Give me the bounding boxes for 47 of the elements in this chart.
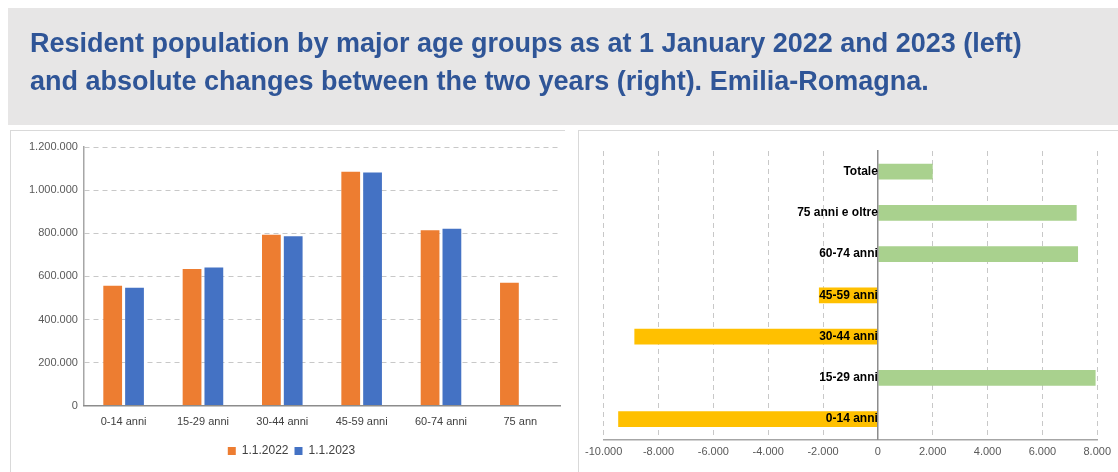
x-tick-label: -8.000 [642,445,675,458]
bar [103,285,123,406]
x-tick-label: 6.000 [1028,445,1057,458]
x-tick-label: -2.000 [807,445,839,458]
y-tick-label: 400.000 [38,312,78,325]
bar [500,282,519,406]
chart-title: Resident population by major age groups as at 1 January 2022 and 2023 (left) and absolute changes between the two years (right). Emilia-Romagna. [30,27,1023,98]
y-tick-label: 45-59 anni [819,287,878,302]
x-tick-label: -6.000 [697,445,729,458]
y-tick-label: Totale [843,163,879,178]
bar [363,172,382,406]
y-tick-label: 60-74 anni [819,246,878,261]
x-tick-label: 75 ann [503,415,538,428]
bar [618,411,878,428]
bar [442,228,462,406]
bar [878,163,933,180]
legend-label: 1.1.2022 [241,443,289,458]
x-tick-label: -4.000 [752,445,784,458]
x-tick-label: 45-59 anni [335,415,388,428]
y-tick-label: 800.000 [38,226,78,239]
bar [341,171,361,406]
bar [204,267,224,406]
y-tick-label: 1.000.000 [29,183,78,196]
x-tick-label: 15-29 anni [176,415,229,428]
bar [878,370,1096,386]
x-tick-label: 0-14 anni [100,415,147,428]
y-tick-label: 200.000 [38,355,78,368]
bar [878,205,1077,221]
y-tick-label: 0 [71,398,78,411]
x-tick-label: 2.000 [918,445,947,458]
bar [262,234,281,406]
bar [878,246,1079,262]
bar [125,287,144,406]
x-tick-label: 8.000 [1083,445,1111,458]
y-tick-label: 600.000 [38,269,78,282]
y-tick-label: 15-29 anni [819,370,878,385]
x-tick-label: 30-44 anni [256,415,309,428]
x-tick-label: 4.000 [973,445,1002,458]
y-tick-label: 75 anni e oltre [797,205,879,220]
legend-label: 1.1.2023 [308,443,356,458]
bar [182,269,202,406]
bar [420,230,440,406]
y-tick-label: 1.200.000 [29,140,78,153]
x-tick-label: -10.000 [585,445,623,458]
bar [283,236,303,406]
x-tick-label: 60-74 anni [414,415,467,428]
y-tick-label: 30-44 anni [819,328,878,343]
